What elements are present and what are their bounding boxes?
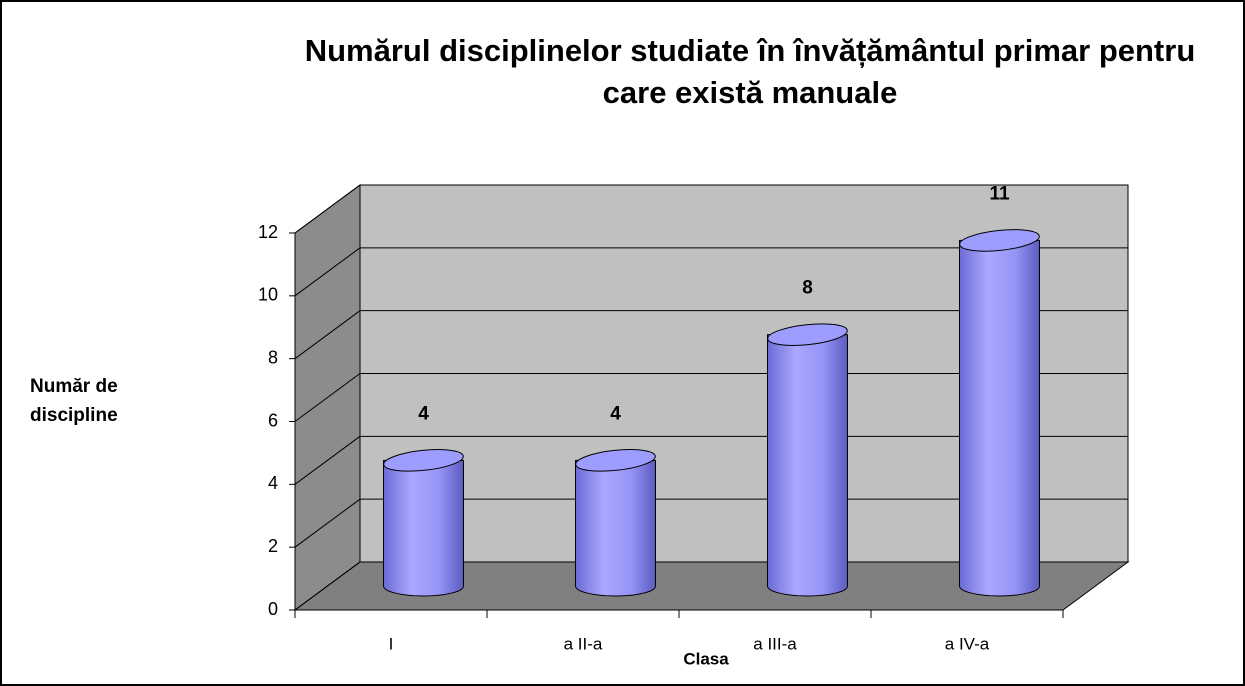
bar-top (767, 323, 848, 346)
x-tick-label: I (389, 634, 394, 653)
bar (575, 449, 656, 597)
y-tick-label: 2 (268, 536, 278, 556)
y-tick-label: 10 (258, 285, 278, 305)
x-tick-label: a III-a (753, 634, 797, 653)
x-tick-label: a II-a (564, 634, 603, 653)
x-axis-title: Clasa (683, 649, 729, 668)
bar-top (383, 449, 464, 472)
y-tick-label: 4 (268, 473, 278, 493)
bar-body (959, 239, 1040, 597)
y-tick-label: 8 (268, 347, 278, 367)
bar-top (575, 449, 656, 472)
bar-body (383, 459, 464, 597)
y-axis-title: Număr de discipline (30, 376, 118, 426)
value-label: 8 (802, 278, 813, 299)
grid-line (294, 435, 361, 485)
chart-title: Numărul disciplinelor studiate în învăță… (304, 33, 1196, 110)
bar (959, 229, 1040, 597)
grid-line (294, 184, 361, 234)
y-tick-label: 12 (258, 222, 278, 242)
value-label: 4 (418, 403, 429, 424)
bar-body (575, 459, 656, 597)
grid-line (294, 247, 361, 297)
grid-line (294, 373, 361, 422)
bar-body (767, 334, 848, 597)
bar (767, 323, 848, 597)
bar (383, 449, 464, 597)
x-tick-label: a IV-a (945, 634, 990, 653)
value-label: 11 (989, 183, 1010, 204)
y-tick-label: 0 (268, 599, 278, 619)
grid-line (294, 310, 361, 360)
bar-top (959, 229, 1040, 252)
grid-line (294, 561, 361, 611)
value-label: 4 (610, 403, 621, 424)
y-tick-label: 6 (268, 410, 278, 430)
grid-line (294, 498, 361, 548)
